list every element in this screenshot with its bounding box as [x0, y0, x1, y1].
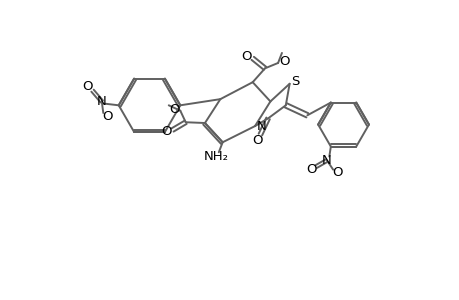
Text: O: O [252, 134, 262, 147]
Text: O: O [241, 50, 251, 63]
Text: O: O [161, 125, 171, 138]
Text: O: O [332, 166, 342, 179]
Text: O: O [306, 163, 316, 176]
Text: NH₂: NH₂ [203, 150, 229, 163]
Text: O: O [83, 80, 93, 93]
Text: O: O [102, 110, 113, 123]
Text: N: N [321, 154, 331, 167]
Text: N: N [97, 95, 106, 108]
Text: N: N [256, 120, 265, 133]
Text: S: S [291, 75, 299, 88]
Text: O: O [279, 55, 289, 68]
Text: O: O [168, 103, 179, 116]
